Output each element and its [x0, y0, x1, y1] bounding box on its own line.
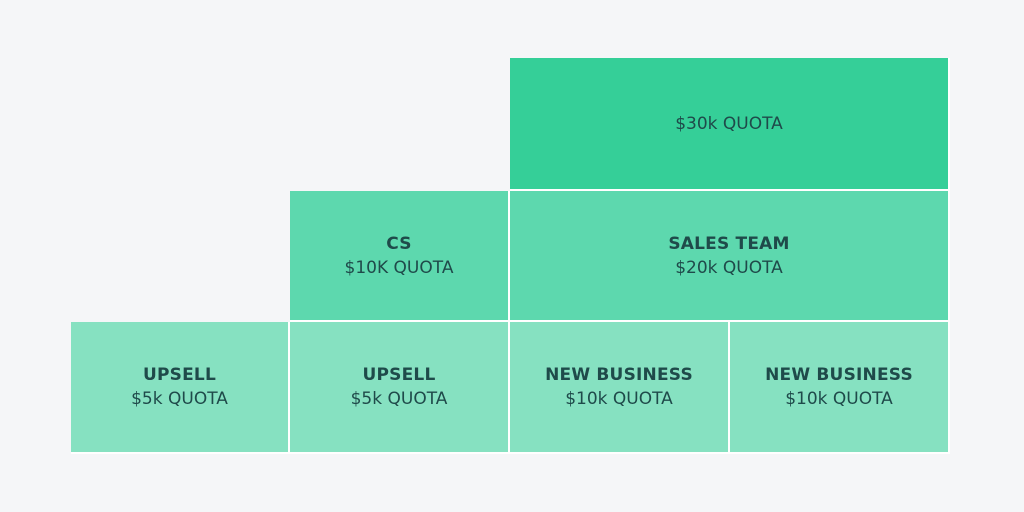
- upsell-title-2: UPSELL: [362, 365, 436, 385]
- new-business-title-2: NEW BUSINESS: [765, 365, 913, 385]
- new-business-block-2: NEW BUSINESS $10k QUOTA: [730, 322, 950, 454]
- upsell-title-1: UPSELL: [143, 365, 216, 385]
- upsell-quota-2: $5k QUOTA: [350, 389, 448, 409]
- sales-team-block: SALES TEAM $20k QUOTA: [510, 191, 950, 322]
- new-business-title-1: NEW BUSINESS: [545, 365, 693, 385]
- total-quota-label: $30k QUOTA: [675, 113, 783, 134]
- sales-team-quota: $20k QUOTA: [675, 257, 783, 278]
- upsell-block-2: UPSELL $5k QUOTA: [290, 322, 510, 454]
- new-business-quota-1: $10k QUOTA: [565, 389, 673, 409]
- sales-team-title: SALES TEAM: [668, 233, 790, 254]
- upsell-block-1: UPSELL $5k QUOTA: [71, 322, 290, 454]
- new-business-block-1: NEW BUSINESS $10k QUOTA: [510, 322, 730, 454]
- upsell-quota-1: $5k QUOTA: [131, 389, 228, 409]
- cs-title: CS: [386, 233, 412, 254]
- cs-quota: $10K QUOTA: [344, 257, 454, 278]
- cs-block: CS $10K QUOTA: [290, 191, 510, 322]
- new-business-quota-2: $10k QUOTA: [785, 389, 893, 409]
- total-quota-block: $30k QUOTA: [510, 58, 950, 191]
